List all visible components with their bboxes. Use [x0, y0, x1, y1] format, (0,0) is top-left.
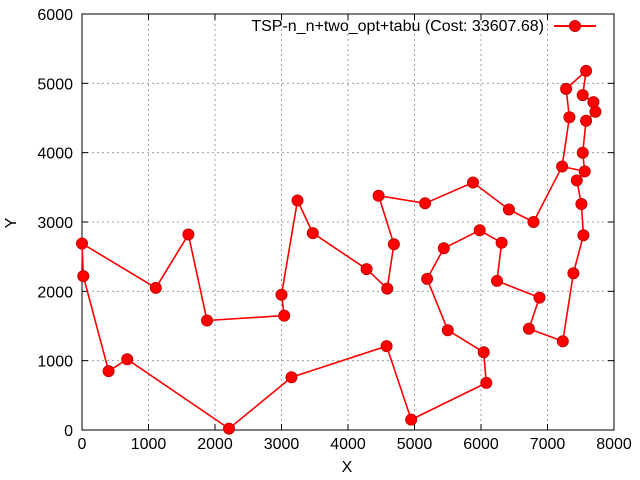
tick-labels: 0 1000 2000 3000 4000 5000 6000 7000 8000 0 1000 20… [37, 7, 631, 453]
legend-marker-sample [569, 20, 581, 32]
route-point [580, 64, 593, 77]
x-tick-label: 4000 [330, 436, 366, 453]
x-tick-label: 0 [78, 436, 87, 453]
x-tick-label: 8000 [596, 436, 632, 453]
route-point [576, 146, 589, 159]
route-point [522, 322, 535, 335]
y-tick-label: 6000 [37, 7, 73, 24]
route-point [577, 229, 590, 242]
route-point [285, 371, 298, 384]
route-point [491, 274, 503, 287]
route-point [533, 291, 546, 304]
legend: TSP-n_n+two_opt+tabu (Cost: 33607.68) [251, 18, 596, 35]
legend-entry-label: TSP-n_n+two_opt+tabu (Cost: 33607.68) [251, 18, 544, 35]
route-point [441, 324, 454, 337]
route-point [421, 272, 434, 285]
x-tick-label: 7000 [530, 436, 566, 453]
route-point [275, 288, 288, 301]
route-point [387, 238, 400, 251]
y-tick-label: 3000 [37, 215, 73, 232]
route-point [473, 224, 486, 237]
route-point [575, 198, 588, 210]
route-line-branch [561, 70, 597, 172]
x-tick-label: 5000 [397, 436, 433, 453]
axes [81, 13, 615, 431]
route-point [278, 309, 291, 322]
route-point [556, 160, 569, 173]
route-point [381, 282, 394, 295]
route-point [77, 270, 90, 283]
y-tick-label: 4000 [37, 146, 73, 163]
route-point [149, 281, 162, 294]
route-point [467, 176, 479, 189]
route-point [570, 174, 583, 187]
x-tick-label: 6000 [463, 436, 499, 453]
route-point [580, 114, 593, 127]
x-tick-label: 3000 [264, 436, 300, 453]
route-point [380, 340, 393, 353]
y-tick-label: 5000 [37, 76, 73, 93]
y-tick-label: 0 [64, 423, 73, 440]
x-axis-title: X [342, 459, 353, 476]
route-point [477, 346, 490, 359]
route-point [419, 197, 432, 210]
y-tick-label: 1000 [37, 354, 73, 371]
route-point [587, 96, 600, 109]
route-point [556, 335, 569, 348]
route-point [560, 82, 573, 95]
route-point [502, 203, 515, 216]
route-point [589, 105, 602, 118]
route-point [495, 236, 508, 249]
route-point [201, 314, 213, 327]
route-point [563, 111, 576, 124]
route-point [527, 216, 540, 228]
route-point [567, 267, 580, 280]
y-axis-title: Y [3, 217, 20, 228]
route-point [306, 227, 319, 240]
route-point [223, 422, 235, 435]
route-point [76, 237, 88, 250]
route-point [480, 376, 493, 389]
x-tick-label: 2000 [197, 436, 233, 453]
series-route [76, 64, 602, 435]
route-point [405, 413, 418, 426]
route-point [102, 365, 115, 378]
route-point [360, 263, 373, 276]
route-point [182, 228, 195, 241]
y-tick-label: 2000 [37, 284, 73, 301]
route-point [437, 242, 450, 255]
route-point [291, 194, 304, 207]
route-point [576, 89, 589, 102]
route-point [578, 165, 591, 178]
x-tick-label: 1000 [131, 436, 167, 453]
route-point [121, 353, 134, 366]
route-point [372, 189, 385, 202]
